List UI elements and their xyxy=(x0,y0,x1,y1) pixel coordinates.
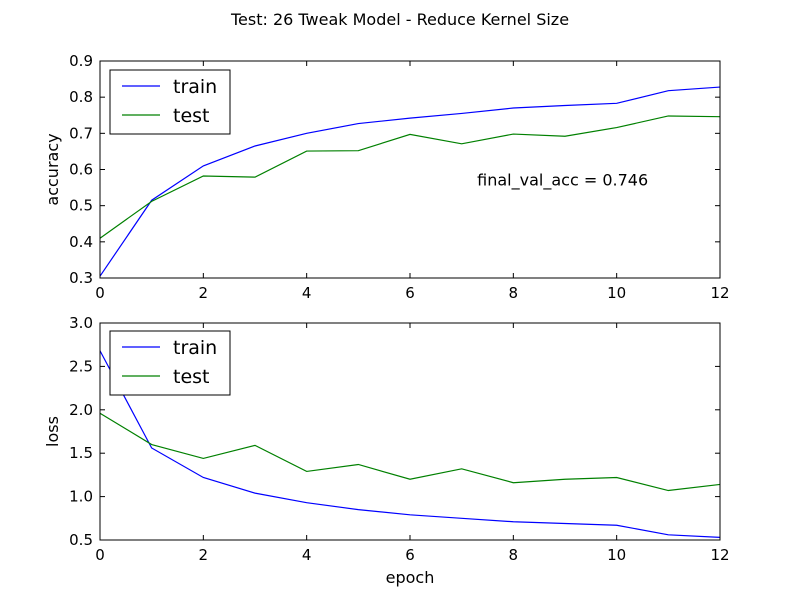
figure-title: Test: 26 Tweak Model - Reduce Kernel Siz… xyxy=(230,10,569,29)
y-tick-label: 2.5 xyxy=(69,357,93,375)
series-line-train xyxy=(99,350,721,538)
x-tick-label: 10 xyxy=(607,284,626,302)
legend: train test xyxy=(109,69,231,135)
x-tick-label: 12 xyxy=(710,284,729,302)
legend-box xyxy=(109,69,231,135)
legend-label-train: train xyxy=(173,337,217,359)
series-line-test xyxy=(99,115,721,239)
y-tick-label: 0.6 xyxy=(69,161,93,179)
accuracy-subplot: 0 2 4 6 8 10 12 0.3 0.4 0.5 0.6 0.7 0.8 0.9 accuracy fi… xyxy=(43,52,730,302)
x-tick-label: 8 xyxy=(509,284,519,302)
x-tick-label: 0 xyxy=(95,546,105,564)
x-tick-label: 12 xyxy=(710,546,729,564)
loss-subplot: 0 2 4 6 8 10 12 0.5 1.0 1.5 2.0 2.5 3.0 loss epoch trai… xyxy=(43,314,730,587)
x-axis-label: epoch xyxy=(386,568,435,587)
x-tick-label: 2 xyxy=(199,284,209,302)
series-line-test xyxy=(99,412,721,492)
y-tick-label: 0.9 xyxy=(69,52,93,70)
y-tick-label: 0.5 xyxy=(69,197,93,215)
y-tick-label: 0.3 xyxy=(69,269,93,287)
y-tick-label: 0.7 xyxy=(69,124,93,142)
series-line-train xyxy=(99,86,721,277)
x-tick-label: 10 xyxy=(607,546,626,564)
legend-label-train: train xyxy=(173,76,217,98)
legend-label-test: test xyxy=(173,105,210,127)
y-tick-label: 2.0 xyxy=(69,401,93,419)
x-tick-label: 4 xyxy=(302,284,312,302)
x-tick-label: 8 xyxy=(509,546,519,564)
x-tick-label: 0 xyxy=(95,284,105,302)
annotation-text: final_val_acc = 0.746 xyxy=(477,170,648,190)
x-tick-label: 2 xyxy=(199,546,209,564)
y-tick-label: 1.5 xyxy=(69,444,93,462)
y-tick-label: 0.4 xyxy=(69,233,93,251)
legend-box xyxy=(109,330,231,396)
y-tick-label: 0.5 xyxy=(69,531,93,549)
legend: train test xyxy=(109,330,231,396)
y-axis-label: accuracy xyxy=(43,133,62,205)
y-axis-label: loss xyxy=(43,416,62,447)
x-tick-label: 6 xyxy=(405,284,415,302)
x-tick-label: 4 xyxy=(302,546,312,564)
x-tick-label: 6 xyxy=(405,546,415,564)
y-tick-label: 3.0 xyxy=(69,314,93,332)
y-tick-label: 1.0 xyxy=(69,488,93,506)
legend-label-test: test xyxy=(173,366,210,388)
y-tick-label: 0.8 xyxy=(69,88,93,106)
